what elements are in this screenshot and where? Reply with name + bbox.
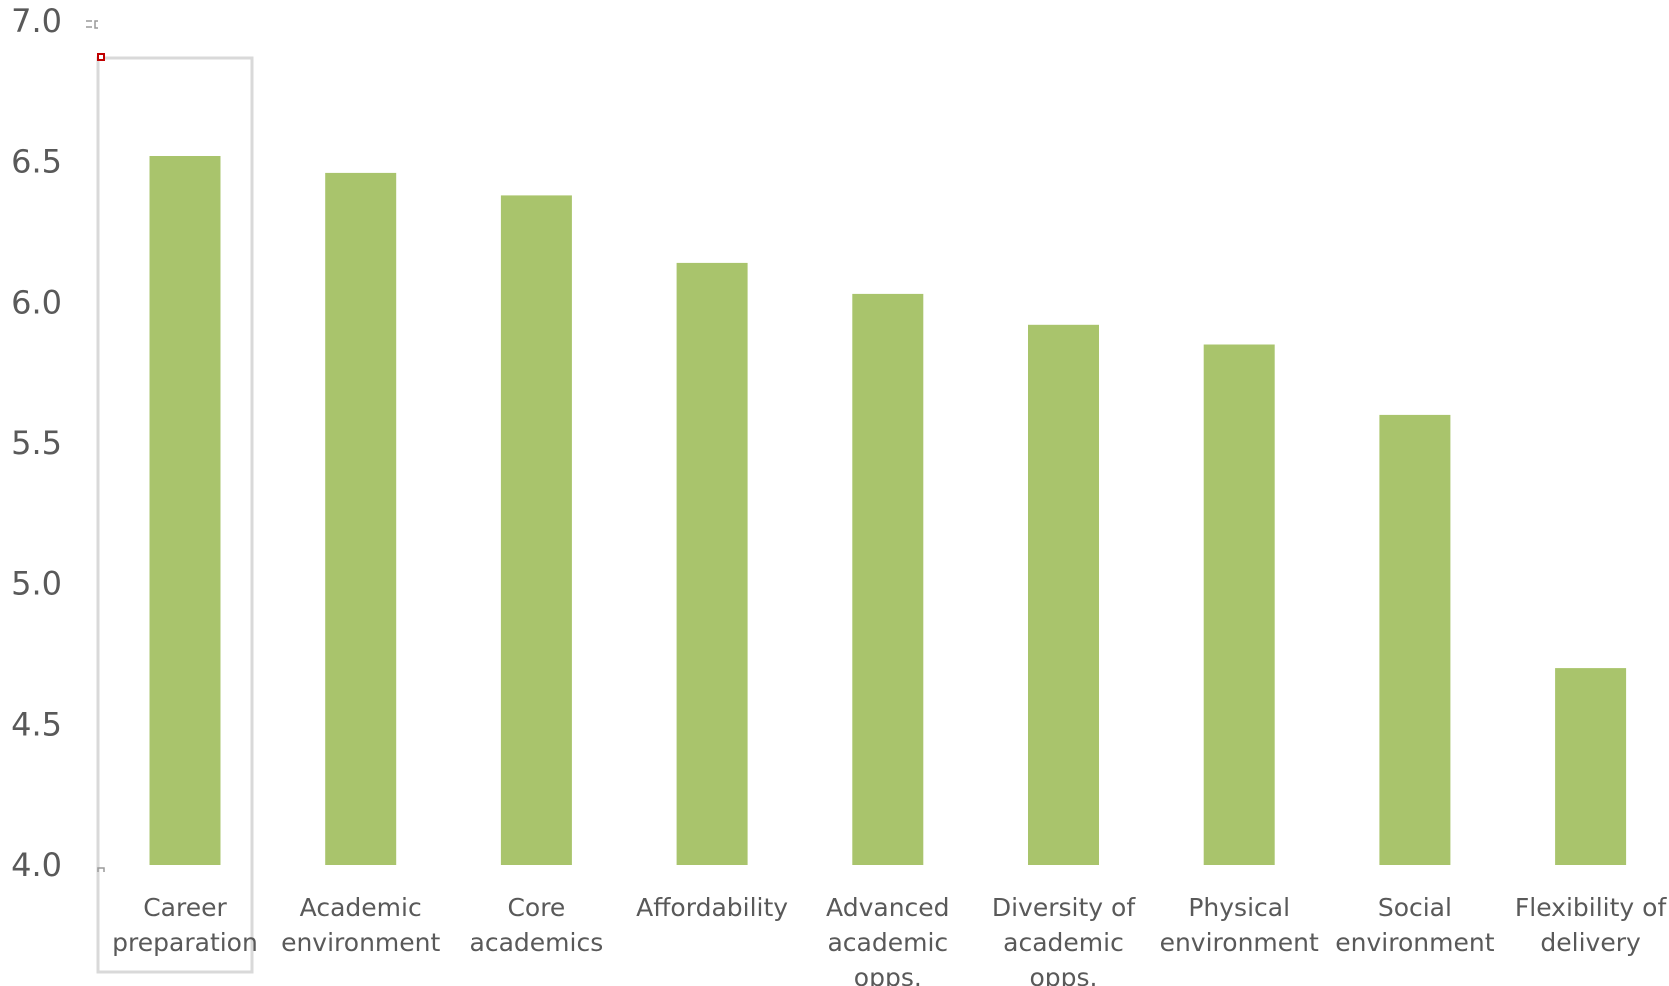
x-tick-label: Physical environment (1160, 893, 1319, 957)
selected-bar-outline[interactable] (96, 56, 254, 974)
y-tick-label: 6.5 (11, 143, 62, 181)
x-tick-label-line: Career (143, 893, 227, 922)
x-tick-label: Flexibility of delivery (1515, 893, 1668, 957)
x-axis: Career preparation Academic environment Core… (112, 893, 1667, 986)
chart-selection-handles (86, 20, 105, 872)
bar[interactable] (852, 293, 924, 865)
y-tick-label: 5.5 (11, 424, 62, 462)
bar[interactable] (676, 262, 748, 865)
x-tick-label: Career preparation (112, 893, 258, 957)
x-tick-label-line: academic (827, 928, 948, 957)
bar[interactable] (1203, 344, 1275, 866)
y-axis: 4.0 4.5 5.0 5.5 6.0 6.5 7.0 (11, 2, 62, 884)
y-tick-label: 5.0 (11, 565, 62, 603)
y-tick-label: 4.0 (11, 846, 62, 884)
bar-series (149, 156, 1627, 866)
bar[interactable] (500, 195, 572, 865)
bar[interactable] (149, 156, 221, 865)
selection-outline[interactable] (96, 56, 254, 974)
x-tick-label-line: Affordability (636, 893, 788, 922)
x-tick-label-line: Social (1378, 893, 1452, 922)
x-tick-label: Diversity of academic opps. (992, 893, 1136, 986)
y-tick-label: 6.0 (11, 283, 62, 321)
plot-area-handle-icon (86, 20, 98, 29)
y-tick-label: 7.0 (11, 2, 62, 40)
y-tick-label: 4.5 (11, 705, 62, 743)
x-tick-label-line: Core (507, 893, 565, 922)
x-tick-label-line: environment (1160, 928, 1319, 957)
bar[interactable] (1028, 324, 1099, 865)
x-tick-label: Academic environment (281, 893, 440, 957)
x-tick-label-line: Physical (1188, 893, 1290, 922)
x-tick-label: Social environment (1335, 893, 1494, 957)
x-tick-label-line: academic (1003, 928, 1124, 957)
x-tick-label: Affordability (636, 893, 788, 922)
bar[interactable] (1555, 668, 1627, 865)
x-tick-label: Advanced academic opps. (826, 893, 950, 986)
x-tick-label: Core academics (470, 893, 604, 957)
resize-handle-icon[interactable] (97, 53, 105, 61)
x-tick-label-line: Academic (300, 893, 422, 922)
x-tick-label-line: opps. (1029, 963, 1097, 986)
x-tick-label-line: environment (1335, 928, 1494, 957)
x-tick-label-line: opps. (854, 963, 922, 986)
x-tick-label-line: environment (281, 928, 440, 957)
x-tick-label-line: Diversity of (992, 893, 1136, 922)
x-tick-label-line: delivery (1540, 928, 1641, 957)
x-tick-label-line: preparation (112, 928, 258, 957)
x-tick-label-line: Flexibility of (1515, 893, 1668, 922)
bar[interactable] (325, 172, 397, 865)
axis-handle-icon (97, 867, 105, 872)
bar[interactable] (1379, 414, 1451, 865)
x-tick-label-line: Advanced (826, 893, 950, 922)
x-tick-label-line: academics (470, 928, 604, 957)
